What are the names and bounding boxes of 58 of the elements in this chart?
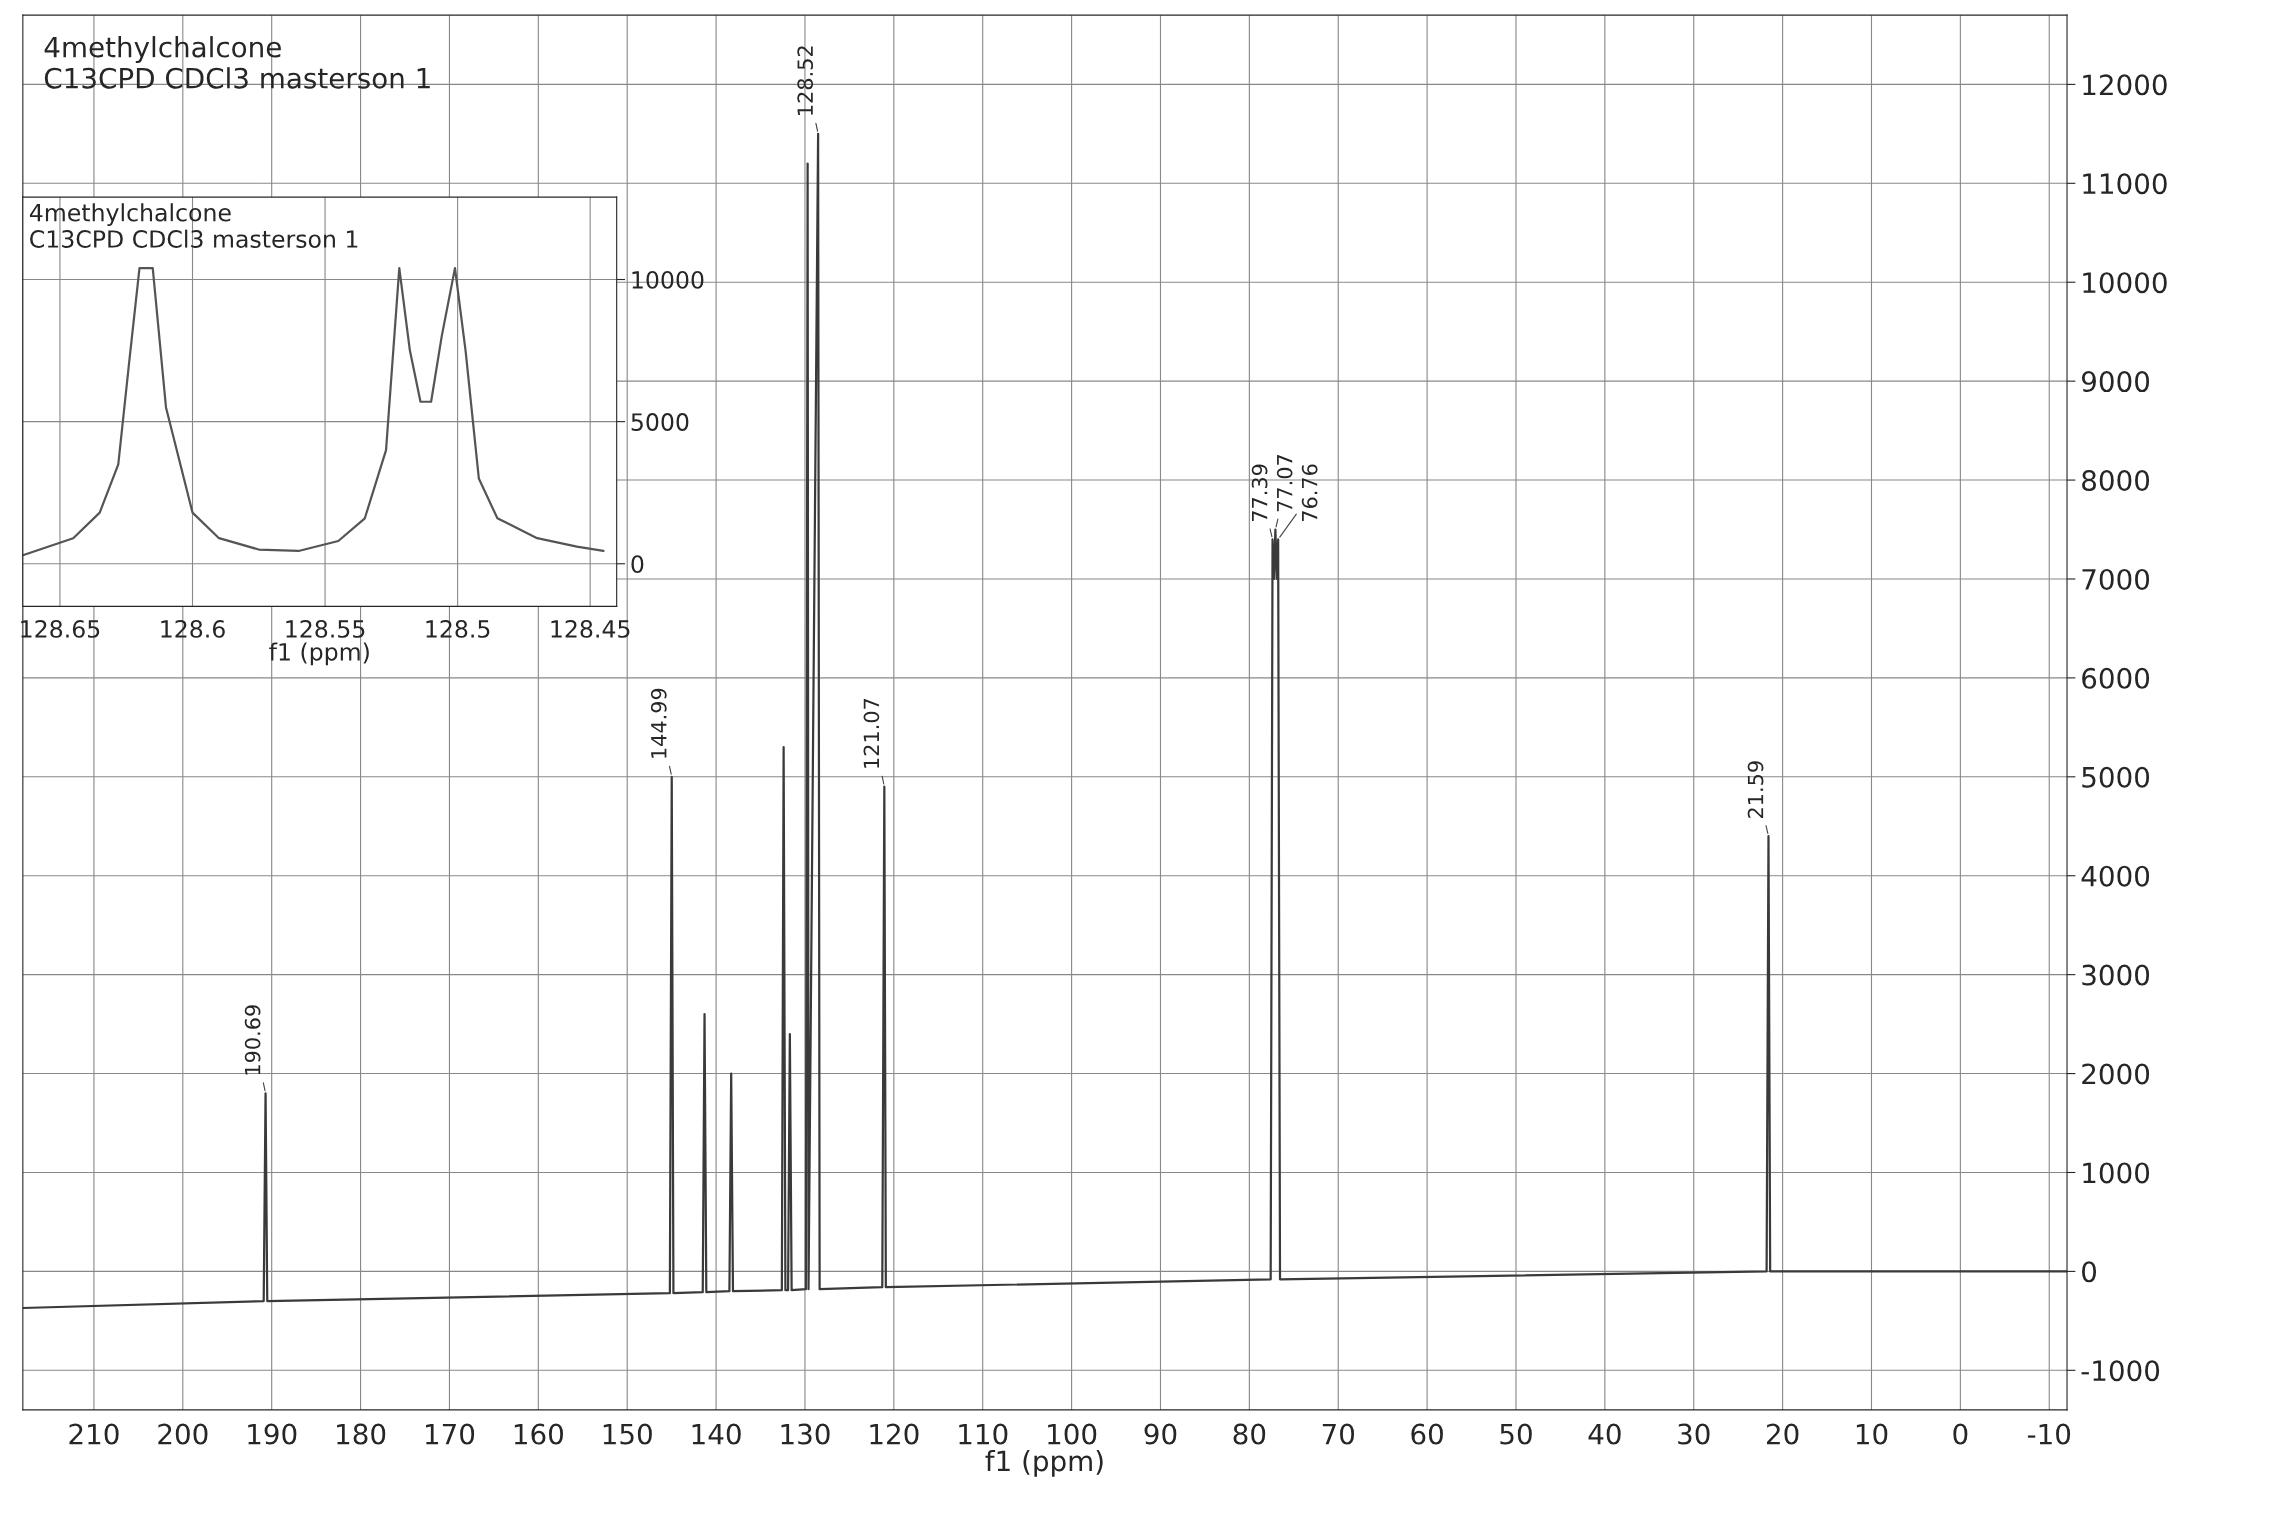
y-tick-label: 6000 bbox=[2082, 667, 2150, 689]
x-axis-title: f1 (ppm) bbox=[269, 642, 369, 666]
annotation: 77.39 bbox=[1251, 464, 1268, 522]
annotation: 128.52 bbox=[797, 46, 814, 115]
x-tick-label: 210 bbox=[69, 1423, 119, 1445]
x-tick-label: 128.5 bbox=[426, 620, 490, 638]
x-tick-label: 160 bbox=[514, 1423, 563, 1445]
x-tick-label: 140 bbox=[692, 1423, 741, 1445]
annotation: 190.69 bbox=[244, 1005, 261, 1075]
annotation: 144.99 bbox=[650, 688, 667, 758]
y-tick-label: 9000 bbox=[2081, 371, 2150, 393]
x-tick-label: 50 bbox=[1500, 1423, 1532, 1445]
y-tick-label: 11000 bbox=[2083, 173, 2167, 195]
x-tick-label: 110 bbox=[959, 1423, 1008, 1445]
y-tick-label: 7000 bbox=[2082, 568, 2150, 590]
y-tick-label: 3000 bbox=[2082, 964, 2150, 986]
x-tick-label: 130 bbox=[781, 1423, 830, 1445]
x-tick-label: 128.6 bbox=[161, 620, 225, 638]
x-tick-label: 128.45 bbox=[551, 620, 630, 638]
x-tick-label: 20 bbox=[1766, 1423, 1799, 1445]
x-tick-label: 150 bbox=[603, 1423, 652, 1445]
y-tick-label: 12000 bbox=[2083, 74, 2167, 96]
y-tick-label: 0 bbox=[2082, 1261, 2097, 1283]
x-tick-label: 170 bbox=[425, 1423, 475, 1445]
x-tick-label: 10 bbox=[1856, 1423, 1888, 1445]
x-tick-label: -10 bbox=[2027, 1423, 2071, 1445]
annotation: 77.07 bbox=[1276, 455, 1293, 512]
text: C13CPD CDCl3 masterson 1 bbox=[44, 67, 430, 89]
y-tick-label: -1000 bbox=[2081, 1360, 2160, 1382]
x-tick-label: 60 bbox=[1411, 1423, 1443, 1445]
x-tick-label: 40 bbox=[1588, 1423, 1621, 1445]
annotation: 76.76 bbox=[1301, 464, 1318, 522]
text: 4methylchalcone bbox=[44, 36, 281, 63]
x-tick-label: 90 bbox=[1144, 1423, 1177, 1445]
x-tick-label: 180 bbox=[337, 1423, 386, 1445]
y-tick-label: 5000 bbox=[2082, 766, 2150, 788]
chart-title: 4methylchalcone bbox=[29, 203, 231, 227]
y-tick-label: 4000 bbox=[2081, 865, 2150, 887]
x-tick-label: 0 bbox=[1953, 1423, 1968, 1445]
x-tick-label: 80 bbox=[1233, 1423, 1266, 1445]
y-tick-label: 8000 bbox=[2082, 470, 2150, 492]
annotation: 121.07 bbox=[863, 698, 880, 768]
y-tick-label: 1000 bbox=[2083, 1162, 2150, 1184]
y-tick-label: 10000 bbox=[632, 270, 704, 289]
x-tick-label: 190 bbox=[248, 1423, 297, 1445]
x-axis-title: f1 (ppm) bbox=[985, 1449, 1103, 1477]
x-tick-label: 30 bbox=[1678, 1423, 1710, 1445]
y-tick-label: 10000 bbox=[2083, 272, 2167, 294]
x-tick-label: 128.55 bbox=[286, 620, 365, 638]
x-tick-label: 100 bbox=[1048, 1423, 1097, 1445]
x-tick-label: 120 bbox=[870, 1423, 919, 1445]
y-tick-label: 2000 bbox=[2082, 1063, 2150, 1085]
text: C13CPD CDCl3 masterson 1 bbox=[30, 229, 358, 248]
x-tick-label: 200 bbox=[158, 1423, 208, 1445]
y-tick-label: 5000 bbox=[631, 413, 689, 431]
y-tick-label: 0 bbox=[631, 555, 644, 574]
x-tick-label: 70 bbox=[1322, 1423, 1355, 1445]
annotation: 21.59 bbox=[1747, 761, 1764, 818]
